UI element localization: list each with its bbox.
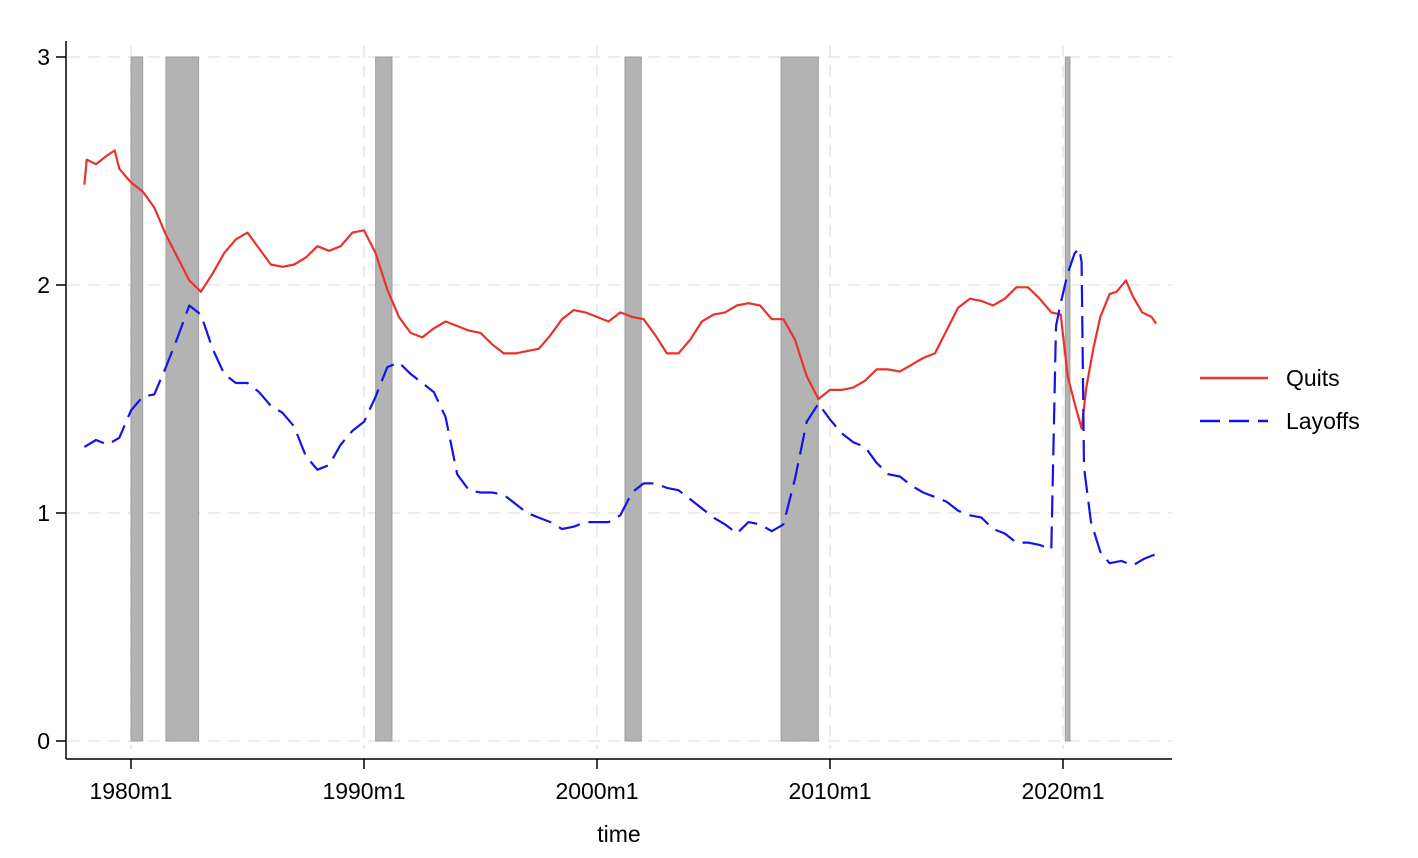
x-tick-label: 2010m1 — [788, 778, 871, 804]
recession-band — [130, 56, 144, 742]
tick-labels: 0 1 2 3 1980m1 1990m1 2000m1 2010m1 2020m1 — [37, 44, 1104, 804]
y-tick-label: 0 — [37, 728, 50, 754]
series-lines — [83, 149, 1158, 567]
x-axis-title: time — [597, 821, 640, 847]
recession-bands — [130, 56, 1071, 742]
recession-band — [780, 56, 819, 742]
y-tick-label: 3 — [37, 44, 50, 70]
grid — [68, 45, 1172, 749]
recession-band — [1064, 56, 1071, 742]
axes — [56, 41, 1172, 769]
legend-label-layoffs: Layoffs — [1286, 408, 1360, 434]
y-tick-label: 1 — [37, 500, 50, 526]
x-tick-label: 2020m1 — [1021, 778, 1104, 804]
x-tick-label: 1980m1 — [89, 778, 172, 804]
legend: Quits Layoffs — [1200, 365, 1360, 434]
x-tick-label: 1990m1 — [322, 778, 405, 804]
y-tick-label: 2 — [37, 272, 50, 298]
series-line-quits — [83, 149, 1158, 430]
legend-label-quits: Quits — [1286, 365, 1340, 391]
recession-band — [375, 56, 393, 742]
series-line-layoffs — [83, 247, 1157, 567]
recession-band — [624, 56, 642, 742]
x-tick-label: 2000m1 — [555, 778, 638, 804]
recession-band — [165, 56, 200, 742]
